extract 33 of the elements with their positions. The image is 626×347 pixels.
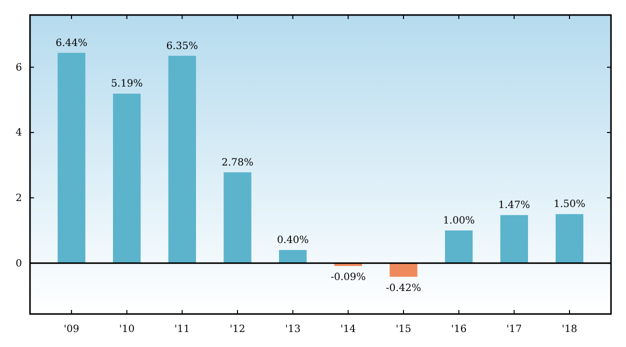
data-label: 2.78%: [222, 157, 254, 168]
bar: [168, 56, 196, 264]
x-tick-label: '13: [285, 324, 301, 335]
x-tick-label: '11: [174, 324, 190, 335]
x-tick-label: '09: [64, 324, 80, 335]
data-label: -0.42%: [386, 282, 422, 294]
x-tick-label: '17: [506, 324, 522, 335]
data-label: 0.40%: [276, 235, 309, 246]
x-tick-label: '12: [230, 324, 246, 335]
data-label: 1.50%: [554, 199, 586, 210]
data-label: -0.09%: [330, 272, 366, 284]
bar: [113, 94, 141, 264]
bar: [279, 250, 307, 264]
x-tick-label: '10: [119, 324, 135, 335]
data-label: 1.47%: [498, 200, 530, 212]
data-label: 6.44%: [56, 38, 88, 49]
x-tick-label: '16: [451, 324, 467, 335]
bar: [500, 215, 528, 264]
x-tick-label: '18: [562, 324, 578, 335]
bar: [556, 214, 584, 264]
y-tick-label: 6: [16, 62, 22, 74]
y-tick-label: 4: [16, 128, 22, 139]
bar: [390, 263, 418, 277]
bar: [224, 172, 252, 264]
y-tick-label: 2: [16, 192, 22, 204]
data-label: 5.19%: [110, 78, 143, 90]
bar: [58, 52, 86, 264]
y-tick-label: 0: [16, 258, 22, 270]
data-label: 1.00%: [442, 215, 475, 226]
data-label: 6.35%: [166, 40, 198, 52]
x-tick-label: '15: [396, 324, 412, 335]
x-tick-label: '14: [340, 324, 356, 335]
bar: [445, 230, 473, 264]
